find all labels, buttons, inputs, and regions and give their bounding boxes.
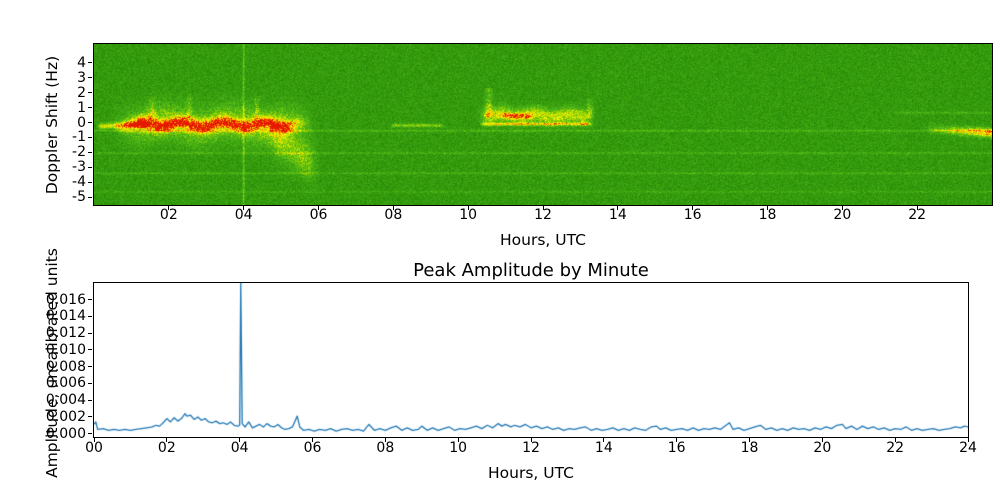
spectrogram-y-tick-label: 1 [77, 99, 86, 116]
spectrogram-axes [93, 43, 993, 206]
spectrogram-y-tick-label: -5 [72, 189, 86, 206]
spectrogram-y-tick-label: -4 [72, 174, 86, 191]
spectrogram-y-tick-mark [88, 136, 92, 138]
amplitude-x-tick-label: 00 [85, 440, 103, 456]
spectrogram-x-tick-mark [318, 206, 319, 210]
spectrogram-x-tick-label: 14 [608, 207, 627, 223]
spectrogram-x-tick-mark [617, 206, 619, 210]
spectrogram-x-tick-mark [916, 206, 918, 210]
spectrogram-x-tick-label: 08 [384, 207, 403, 223]
amplitude-y-tick-label: 0.008 [45, 358, 86, 375]
spectrogram-x-tick-label: 04 [234, 207, 253, 223]
spectrogram-y-tick-mark [88, 107, 92, 109]
amplitude-x-tick-mark [166, 438, 168, 442]
amplitude-y-tick-mark [88, 382, 92, 384]
spectrogram-y-tick-mark [88, 77, 92, 79]
amplitude-x-tick-mark [821, 438, 823, 442]
amplitude-axes [93, 282, 969, 438]
spectrogram-x-tick-label: 20 [833, 207, 852, 223]
spectrogram-x-tick-mark [467, 206, 469, 210]
amplitude-x-tick-mark [530, 438, 532, 442]
spectrogram-y-tick-label: -1 [72, 129, 86, 146]
amplitude-x-tick-label: 06 [303, 440, 322, 456]
spectrogram-y-tick-label: 4 [77, 54, 86, 71]
spectrogram-y-tick-mark [88, 181, 92, 183]
amplitude-y-tick-label: 0.010 [45, 341, 86, 358]
amplitude-x-tick-label: 10 [449, 440, 468, 456]
spectrogram-x-tick-label: 18 [758, 207, 777, 223]
spectrogram-y-tick-mark [88, 151, 92, 153]
amplitude-x-tick-mark [457, 438, 459, 442]
amplitude-x-tick-label: 20 [813, 440, 832, 456]
amplitude-x-tick-label: 12 [522, 440, 540, 456]
amplitude-x-tick-mark [676, 438, 678, 442]
spectrogram-x-tick-mark [392, 206, 394, 210]
spectrogram-y-tick-label: -2 [72, 144, 86, 161]
amplitude-x-tick-mark [93, 438, 95, 442]
amplitude-chart-title: Peak Amplitude by Minute [413, 260, 649, 281]
amplitude-y-tick-label: 0.004 [45, 392, 86, 409]
spectrogram-x-tick-mark [767, 206, 768, 210]
spectrogram-x-tick-label: 06 [309, 207, 328, 223]
amplitude-x-tick-label: 22 [886, 440, 905, 456]
amplitude-y-tick-label: 0.006 [45, 375, 86, 392]
amplitude-y-tick-mark [88, 349, 92, 351]
spectrogram-y-tick-label: 2 [77, 84, 86, 101]
amplitude-y-tick-label: 0.012 [45, 325, 86, 342]
spectrogram-y-tick-mark [88, 92, 92, 94]
amplitude-x-tick-label: 16 [667, 440, 686, 456]
amplitude-x-tick-label: 02 [157, 440, 176, 456]
amplitude-y-tick-mark [88, 299, 92, 301]
spectrogram-x-tick-label: 12 [534, 207, 552, 223]
amplitude-y-tick-label: 0.014 [45, 308, 86, 325]
spectrogram-x-tick-label: 02 [159, 207, 178, 223]
amplitude-xlabel: Hours, UTC [488, 464, 574, 482]
amplitude-x-tick-label: 14 [594, 440, 613, 456]
amplitude-y-tick-mark [88, 399, 92, 401]
amplitude-y-tick-mark [88, 433, 92, 435]
amplitude-y-tick-mark [88, 366, 92, 368]
amplitude-y-tick-label: 0.016 [45, 291, 86, 308]
spectrogram-x-tick-mark [168, 206, 170, 210]
amplitude-y-tick-label: 0.002 [45, 408, 86, 425]
amplitude-line-canvas [94, 283, 968, 437]
amplitude-x-tick-mark [312, 438, 313, 442]
spectrogram-y-tick-mark [88, 62, 92, 64]
amplitude-x-tick-mark [967, 438, 969, 442]
amplitude-x-tick-mark [384, 438, 386, 442]
spectrogram-y-tick-mark [88, 166, 92, 168]
amplitude-x-tick-mark [239, 438, 241, 442]
amplitude-x-tick-mark [749, 438, 750, 442]
spectrogram-x-tick-mark [542, 206, 544, 210]
amplitude-y-tick-mark [88, 416, 92, 418]
spectrogram-x-tick-mark [243, 206, 245, 210]
spectrogram-x-tick-label: 22 [908, 207, 927, 223]
amplitude-y-tick-mark [88, 315, 92, 317]
amplitude-x-tick-mark [894, 438, 896, 442]
amplitude-x-tick-mark [603, 438, 605, 442]
amplitude-x-tick-label: 24 [959, 440, 977, 456]
spectrogram-y-tick-label: 0 [77, 114, 86, 131]
amplitude-y-tick-mark [88, 332, 92, 334]
spectrogram-y-tick-mark [88, 196, 92, 198]
spectrogram-x-tick-label: 16 [683, 207, 702, 223]
amplitude-x-tick-label: 08 [376, 440, 395, 456]
spectrogram-x-tick-mark [841, 206, 843, 210]
spectrogram-x-tick-label: 10 [459, 207, 478, 223]
spectrogram-canvas [94, 44, 992, 205]
spectrogram-y-tick-label: -3 [72, 159, 86, 176]
amplitude-x-tick-label: 04 [230, 440, 249, 456]
spectrogram-y-tick-mark [88, 122, 92, 124]
spectrogram-y-tick-label: 3 [77, 69, 86, 86]
spectrogram-x-tick-mark [692, 206, 694, 210]
amplitude-x-tick-label: 18 [740, 440, 759, 456]
spectrogram-xlabel: Hours, UTC [500, 231, 586, 249]
amplitude-y-tick-label: 0.000 [45, 425, 86, 442]
